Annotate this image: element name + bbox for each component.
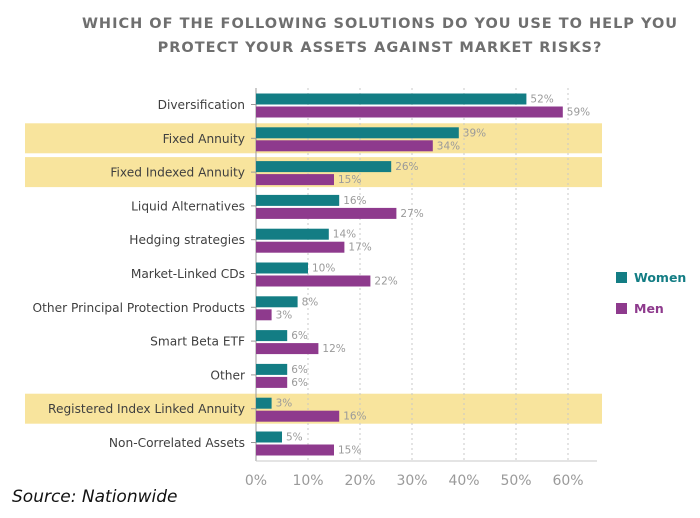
value-label-women-market-linked-cds: 10% [312,263,335,275]
bar-women-fixed-indexed-annuity [256,161,392,173]
x-tick-label-0: 0% [245,473,267,489]
bar-women-non-correlated-assets [256,431,282,443]
bar-women-liquid-alternatives [256,194,340,206]
bar-women-registered-index-linked-annuity [256,397,272,409]
category-label-market-linked-cds: Market-Linked CDs [131,267,245,281]
value-label-women-other-principal-protection-products: 8% [302,296,319,308]
value-label-women-hedging-strategies: 14% [333,229,356,241]
x-axis-ticks: 0% 10% 20% 30% 40% 50% 60% [245,473,584,489]
category-label-fixed-annuity: Fixed Annuity [163,132,245,146]
category-label-fixed-indexed-annuity: Fixed Indexed Annuity [110,166,245,180]
value-label-women-other: 6% [291,364,308,376]
bar-men-other [256,376,288,388]
bar-men-fixed-annuity [256,140,433,152]
chart-title-line-1: WHICH OF THE FOLLOWING SOLUTIONS DO YOU … [82,16,678,32]
legend-label-women: Women [634,270,686,285]
category-label-smart-beta-etf: Smart Beta ETF [150,335,245,349]
category-label-other: Other [210,368,246,382]
x-tick-label-40: 40% [448,473,479,489]
chart-title-line-2: PROTECT YOUR ASSETS AGAINST MARKET RISKS… [158,40,603,56]
legend-label-men: Men [634,301,664,316]
value-label-men-hedging-strategies: 17% [348,242,371,254]
bar-women-smart-beta-etf [256,330,288,342]
value-label-men-market-linked-cds: 22% [374,276,397,288]
x-tick-label-10: 10% [292,473,323,489]
bar-men-fixed-indexed-annuity [256,174,334,186]
value-label-women-non-correlated-assets: 5% [286,432,303,444]
value-label-men-registered-index-linked-annuity: 16% [343,411,366,423]
bar-men-smart-beta-etf [256,343,319,355]
category-label-non-correlated-assets: Non-Correlated Assets [109,436,245,450]
category-label-liquid-alternatives: Liquid Alternatives [131,199,245,213]
bar-men-other-principal-protection-products [256,309,272,321]
bar-men-non-correlated-assets [256,444,334,456]
bar-women-fixed-annuity [256,127,459,139]
x-tick-label-30: 30% [396,473,427,489]
value-label-men-other: 6% [291,377,308,389]
bar-women-hedging-strategies [256,228,329,240]
category-label-diversification: Diversification [158,98,245,112]
bar-women-other [256,363,288,375]
bar-men-liquid-alternatives [256,207,397,219]
bar-women-other-principal-protection-products [256,296,298,308]
category-label-hedging-strategies: Hedging strategies [129,233,245,247]
legend-swatch-men [616,303,627,314]
value-label-women-fixed-annuity: 39% [463,127,486,139]
bar-men-diversification [256,106,563,118]
bar-men-registered-index-linked-annuity [256,410,340,422]
value-label-men-fixed-annuity: 34% [437,140,460,152]
value-label-men-non-correlated-assets: 15% [338,445,361,457]
value-label-women-diversification: 52% [530,94,553,106]
legend-swatch-women [616,272,627,283]
value-label-men-other-principal-protection-products: 3% [276,309,293,321]
value-label-men-liquid-alternatives: 27% [400,208,423,220]
category-label-registered-index-linked-annuity: Registered Index Linked Annuity [48,402,245,416]
bar-women-market-linked-cds [256,262,308,274]
chart-title: WHICH OF THE FOLLOWING SOLUTIONS DO YOU … [82,16,678,56]
bar-men-market-linked-cds [256,275,371,287]
x-tick-label-50: 50% [500,473,531,489]
category-label-other-principal-protection-products: Other Principal Protection Products [33,301,245,315]
x-tick-label-20: 20% [344,473,375,489]
value-label-women-fixed-indexed-annuity: 26% [395,161,418,173]
source-note: Source: Nationwide [12,487,178,507]
bars: 52% 59% 39%34% 26% 15% 16% 27% 14%17% 10% 22% 8% 3%… [256,93,590,457]
value-label-men-smart-beta-etf: 12% [322,343,345,355]
value-label-men-fixed-indexed-annuity: 15% [338,174,361,186]
bar-men-hedging-strategies [256,241,345,253]
value-label-men-diversification: 59% [567,107,590,119]
value-label-women-smart-beta-etf: 6% [291,330,308,342]
bar-women-diversification [256,93,527,105]
legend: Women Men [616,270,686,316]
category-labels: Diversification Fixed Annuity Fixed Indexe… [33,98,256,450]
value-label-women-registered-index-linked-annuity: 3% [276,398,293,410]
value-label-women-liquid-alternatives: 16% [343,195,366,207]
x-tick-label-60: 60% [552,473,583,489]
